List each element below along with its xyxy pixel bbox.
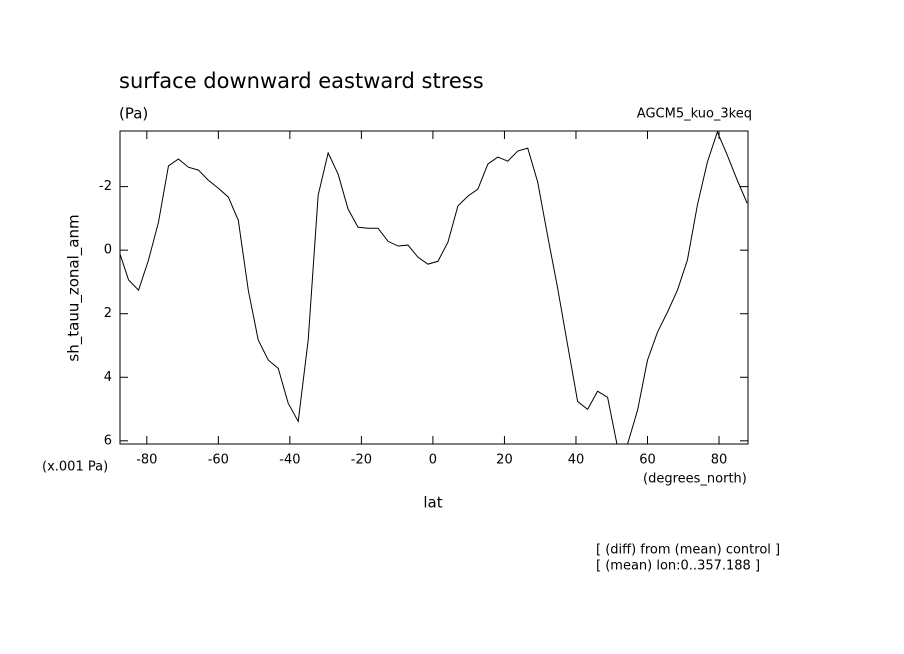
data-line xyxy=(120,131,748,444)
y-tick-label: 0 xyxy=(104,243,112,258)
note: [ (mean) lon:0..357.188 ] xyxy=(596,559,760,574)
x-tick-label: -60 xyxy=(208,453,229,468)
x-tick-label: -40 xyxy=(279,453,300,468)
x-tick-label: -20 xyxy=(351,453,372,468)
x-tick-label: -80 xyxy=(136,453,157,468)
x-axis-label: lat xyxy=(423,494,442,512)
x-tick-label: 60 xyxy=(639,453,656,468)
y-tick-label: 6 xyxy=(104,433,112,448)
y-tick-label: 4 xyxy=(104,370,112,385)
x-tick-label: 0 xyxy=(429,453,437,468)
y-tick-label: 2 xyxy=(104,306,112,321)
chart-title: surface downward eastward stress xyxy=(119,69,484,93)
y-unit: (x.001 Pa) xyxy=(42,460,108,475)
x-unit: (degrees_north) xyxy=(643,472,747,487)
note: [ (diff) from (mean) control ] xyxy=(596,543,780,558)
subtitle: (Pa) xyxy=(119,105,148,123)
y-axis-label: sh_tauu_zonal_anm xyxy=(65,214,84,361)
x-tick-label: 40 xyxy=(568,453,585,468)
plot-frame xyxy=(119,130,749,445)
x-tick-label: 20 xyxy=(496,453,513,468)
x-tick-label: 80 xyxy=(711,453,728,468)
y-tick-label: -2 xyxy=(99,179,112,194)
model-label: AGCM5_kuo_3keq xyxy=(637,107,752,122)
